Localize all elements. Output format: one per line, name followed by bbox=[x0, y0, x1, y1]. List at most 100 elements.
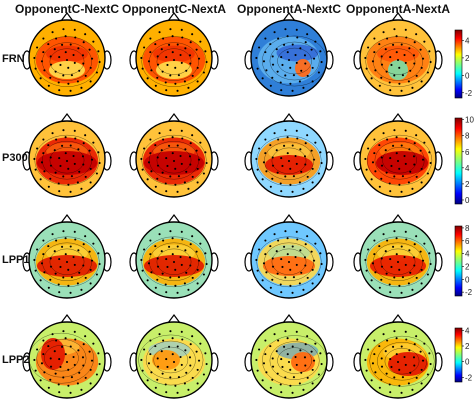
electrode-dot bbox=[300, 170, 303, 173]
electrode-dot bbox=[156, 265, 160, 268]
electrode-dot bbox=[195, 48, 198, 51]
column-title-2: OpponentC-NextA bbox=[122, 2, 226, 16]
electrode-dot bbox=[196, 181, 199, 184]
electrode-dot bbox=[43, 271, 46, 274]
electrode-dot bbox=[380, 156, 383, 159]
electrode-dot bbox=[405, 238, 408, 241]
electrode-dot bbox=[57, 81, 60, 84]
electrode-dot bbox=[304, 41, 307, 44]
contour-line bbox=[49, 48, 85, 75]
electrode-dot bbox=[277, 138, 280, 141]
electrode-dot bbox=[64, 253, 67, 256]
electrode-dot bbox=[188, 155, 192, 158]
electrode-dot bbox=[273, 333, 276, 336]
electrode-dot bbox=[55, 138, 58, 141]
electrode-dot bbox=[181, 36, 184, 39]
electrode-dot bbox=[412, 256, 416, 259]
electrode-dot bbox=[384, 250, 387, 253]
electrode-dot bbox=[72, 255, 75, 259]
electrode-dot bbox=[415, 376, 418, 379]
electrode-dot bbox=[296, 36, 299, 39]
electrode-dot bbox=[271, 63, 275, 66]
electrode-dot bbox=[295, 129, 298, 132]
electrode-dot bbox=[393, 175, 396, 178]
electrode-dot bbox=[404, 162, 407, 165]
electrode-dot bbox=[67, 268, 70, 271]
electrode-dot bbox=[81, 155, 85, 158]
electrode-dot bbox=[36, 147, 39, 150]
electrode-dot bbox=[378, 84, 381, 87]
electrode-dot bbox=[77, 249, 80, 252]
electrode-dot bbox=[395, 136, 398, 139]
colorbar-tick-label: -2 bbox=[465, 373, 473, 382]
electrode-dot bbox=[411, 86, 414, 89]
contour-line bbox=[369, 335, 435, 387]
electrode-dot bbox=[295, 363, 298, 366]
electrode-dot bbox=[36, 348, 39, 351]
electrode-dot bbox=[382, 233, 385, 236]
colorbar-tick-label: 0 bbox=[465, 71, 470, 80]
electrode-dot bbox=[392, 345, 395, 348]
electrode-dot bbox=[304, 243, 307, 246]
electrode-dot bbox=[409, 69, 412, 72]
electrode-dot bbox=[149, 253, 152, 256]
electrode-dot bbox=[289, 384, 292, 387]
electrode-dot bbox=[47, 84, 50, 87]
electrode-dot bbox=[54, 171, 57, 174]
electrode-dot bbox=[76, 382, 79, 385]
electrode-dot bbox=[176, 190, 179, 193]
electrode-dot bbox=[53, 350, 56, 353]
electrode-dot bbox=[401, 376, 404, 379]
electrode-dot bbox=[160, 48, 163, 51]
electrode-dot bbox=[176, 291, 179, 294]
electrode-dot bbox=[149, 239, 152, 242]
electrode-dot bbox=[275, 48, 278, 51]
electrode-dot bbox=[388, 283, 391, 286]
electrode-dot bbox=[76, 282, 79, 285]
electrode-dot bbox=[196, 80, 199, 83]
electrode-dot bbox=[171, 253, 174, 256]
electrode-dot bbox=[419, 48, 422, 51]
contour-line bbox=[384, 348, 420, 375]
electrode-dot bbox=[423, 342, 426, 345]
electrode-dot bbox=[185, 170, 188, 173]
electrode-dot bbox=[160, 350, 163, 353]
electrode-dot bbox=[58, 258, 61, 261]
electrode-dot bbox=[312, 259, 316, 262]
colorbar-tick-label: 0 bbox=[465, 275, 470, 284]
electrode-dot bbox=[53, 48, 56, 51]
colorbar-gradient bbox=[454, 225, 463, 297]
electrode-dot bbox=[165, 190, 168, 193]
electrode-dot bbox=[162, 239, 165, 242]
electrode-dot bbox=[306, 33, 309, 36]
contour-line bbox=[377, 341, 427, 381]
contour-line bbox=[374, 140, 425, 180]
electrode-dot bbox=[299, 249, 302, 252]
electrode-dot bbox=[271, 156, 274, 159]
electrode-dot bbox=[423, 242, 426, 245]
electrode-dot bbox=[176, 345, 179, 348]
electrode-dot bbox=[58, 56, 61, 59]
electrode-dot bbox=[181, 238, 184, 241]
electrode-dot bbox=[429, 161, 432, 165]
electrode-dot bbox=[140, 258, 143, 262]
electrode-dot bbox=[370, 379, 373, 382]
topomap-head bbox=[244, 113, 334, 198]
electrode-dot bbox=[55, 239, 58, 242]
electrode-dot bbox=[280, 291, 283, 294]
electrode-dot bbox=[271, 378, 274, 381]
electrode-dot bbox=[261, 178, 264, 181]
electrode-dot bbox=[413, 41, 416, 44]
electrode-dot bbox=[378, 43, 381, 46]
electrode-dot bbox=[89, 368, 92, 371]
contour-line bbox=[277, 347, 312, 374]
electrode-dot bbox=[403, 53, 406, 57]
electrode-dot bbox=[264, 339, 267, 342]
electrode-dot bbox=[292, 74, 295, 77]
row-label-frn: FRN bbox=[2, 53, 25, 65]
electrode-dot bbox=[47, 43, 50, 46]
electrode-dot bbox=[426, 373, 429, 376]
electrode-dot bbox=[95, 172, 98, 175]
electrode-dot bbox=[174, 368, 177, 371]
nose bbox=[391, 314, 405, 324]
